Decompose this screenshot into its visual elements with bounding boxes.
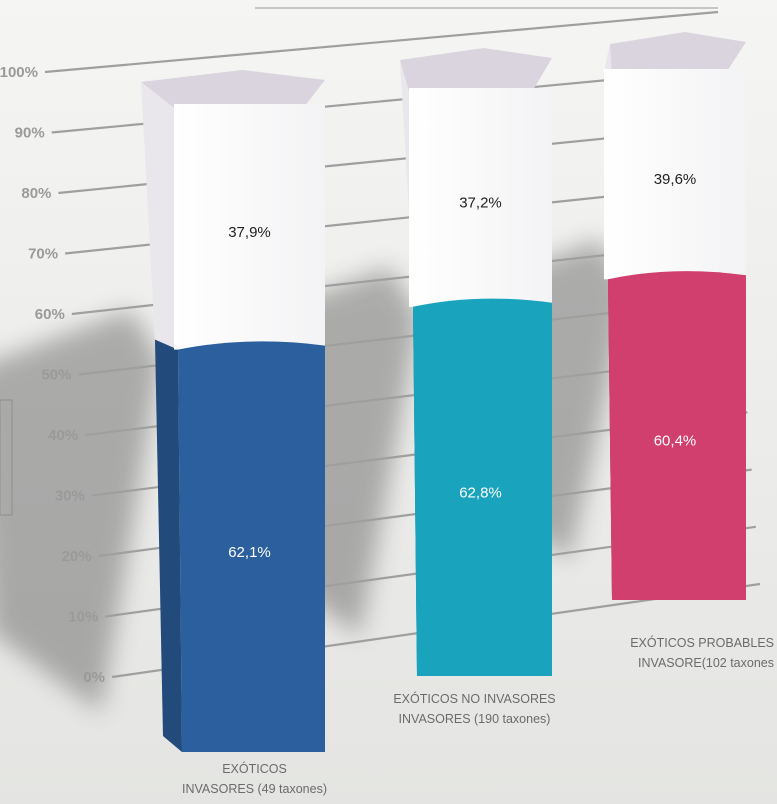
category-label: INVASORES (49 taxones) bbox=[182, 782, 327, 796]
y-tick-label: 20% bbox=[62, 548, 92, 565]
value-label-upper: 37,9% bbox=[228, 224, 271, 241]
bar-side-shade bbox=[155, 339, 182, 752]
y-tick-label: 30% bbox=[55, 488, 85, 505]
y-tick-label: 50% bbox=[41, 367, 71, 384]
value-label-upper: 37,2% bbox=[459, 194, 502, 211]
y-tick-label: 100% bbox=[0, 64, 38, 81]
bar-top-cap bbox=[141, 70, 325, 108]
y-tick-label: 0% bbox=[83, 669, 105, 686]
category-label: EXÓTICOS bbox=[222, 761, 287, 776]
y-tick-label: 10% bbox=[68, 609, 98, 626]
bar-group: 37,9% 62,1% bbox=[141, 70, 325, 752]
bar-shadow bbox=[0, 309, 161, 712]
bar-top-cap bbox=[400, 48, 552, 92]
bar-group: 39,6% 60,4% bbox=[604, 32, 746, 600]
y-tick-label: 60% bbox=[35, 306, 65, 323]
category-labels: EXÓTICOS INVASORES (49 taxones) EXÓTICOS N… bbox=[182, 635, 774, 796]
bar-segment-upper bbox=[174, 104, 325, 350]
bar-segment-lower bbox=[608, 271, 746, 600]
value-label-lower: 60,4% bbox=[654, 433, 697, 450]
bar-group: 37,2% 62,8% bbox=[400, 48, 552, 676]
category-label: INVASORE(102 taxones bbox=[638, 656, 774, 670]
y-tick-label: 90% bbox=[15, 125, 45, 142]
bar-side-lower bbox=[155, 339, 182, 752]
gridline bbox=[44, 10, 719, 74]
value-label-upper: 39,6% bbox=[654, 171, 697, 188]
y-tick-label: 40% bbox=[48, 427, 78, 444]
bar-segment-lower bbox=[178, 341, 325, 752]
bar-segment-upper bbox=[604, 69, 746, 280]
bars: 37,9% 62,1% 37,2% 62,8% 39,6% 60,4% bbox=[141, 32, 746, 752]
category-label: INVASORES (190 taxones) bbox=[399, 712, 551, 726]
y-tick-label: 70% bbox=[28, 246, 58, 263]
category-label: EXÓTICOS NO INVASORES bbox=[393, 691, 555, 706]
y-axis-ticks: 100% 90% 80% 70% 60% 50% 40% 30% 20% 10% 0% bbox=[0, 64, 105, 686]
y-tick-label: 80% bbox=[21, 185, 51, 202]
category-label: EXÓTICOS PROBABLES bbox=[630, 635, 774, 650]
bar-side-upper bbox=[141, 82, 178, 350]
bar-top-cap bbox=[604, 32, 746, 73]
bar-segment-upper bbox=[409, 88, 552, 307]
value-label-lower: 62,1% bbox=[228, 544, 271, 561]
bar-segment-lower bbox=[413, 298, 552, 676]
value-label-lower: 62,8% bbox=[459, 484, 502, 501]
